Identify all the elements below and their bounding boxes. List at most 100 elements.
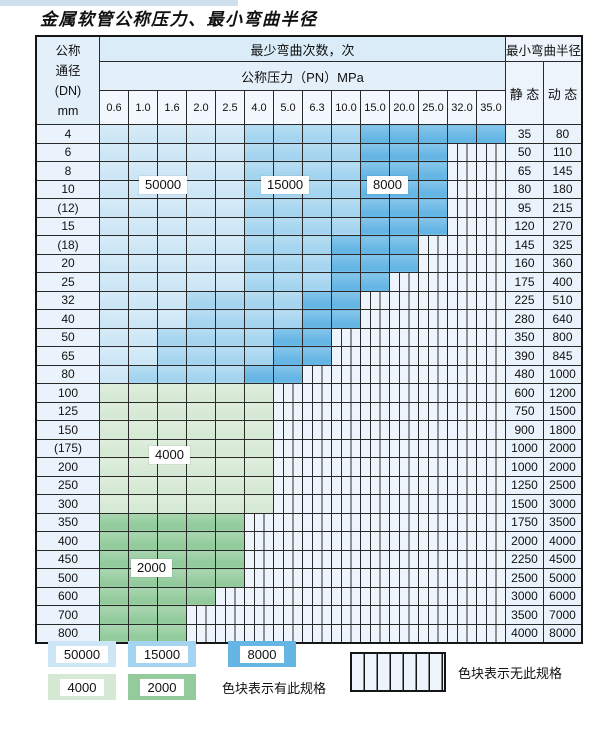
spec-cell	[418, 216, 448, 236]
no-spec-cell	[389, 623, 419, 644]
no-spec-cell	[447, 253, 477, 273]
dynamic-value-cell: 1000	[543, 364, 583, 384]
zone-label: 4000	[149, 446, 190, 464]
spec-cell	[360, 272, 390, 292]
spec-cell	[128, 383, 158, 403]
spec-cell	[186, 161, 216, 181]
dn-cell: 125	[35, 401, 100, 421]
no-spec-cell	[215, 586, 245, 606]
legend-block: 4000	[48, 674, 116, 700]
zone-label: 15000	[261, 176, 310, 194]
spec-cell	[99, 438, 129, 458]
no-spec-cell	[418, 623, 448, 644]
dynamic-value-cell: 360	[543, 253, 583, 273]
spec-cell	[215, 420, 245, 440]
spec-cell	[389, 161, 419, 181]
spec-cell	[244, 216, 274, 236]
no-spec-cell	[447, 475, 477, 495]
spec-cell	[215, 290, 245, 310]
no-spec-cell	[476, 438, 506, 458]
spec-cell	[360, 216, 390, 236]
dynamic-value-cell: 1200	[543, 383, 583, 403]
spec-cell	[128, 420, 158, 440]
spec-cell	[128, 142, 158, 162]
dynamic-value-cell: 2000	[543, 457, 583, 477]
no-spec-cell	[273, 605, 303, 625]
no-spec-cell	[447, 346, 477, 366]
no-spec-cell	[476, 272, 506, 292]
spec-cell	[215, 309, 245, 329]
dn-cell: 32	[35, 290, 100, 310]
spec-cell	[215, 531, 245, 551]
table-row: 50 350 800	[35, 327, 583, 347]
dn-cell: 50	[35, 327, 100, 347]
page-title: 金属软管公称压力、最小弯曲半径	[40, 10, 318, 30]
spec-cell	[331, 179, 361, 199]
table-row: 6 50 110	[35, 142, 583, 162]
spec-cell	[331, 216, 361, 236]
table-row: (12) 95 215	[35, 198, 583, 218]
no-spec-cell	[389, 327, 419, 347]
table-row: 15 120 270	[35, 216, 583, 236]
spec-cell	[128, 586, 158, 606]
corner-line: mm	[57, 103, 79, 118]
no-spec-cell	[476, 494, 506, 514]
static-value-cell: 160	[505, 253, 544, 273]
spec-cell	[99, 179, 129, 199]
spec-cell	[273, 216, 303, 236]
pressure-column-header: 32.0	[447, 90, 477, 125]
spec-cell	[273, 124, 303, 144]
legend-label: 4000	[59, 678, 105, 696]
spec-cell	[186, 327, 216, 347]
no-spec-cell	[244, 512, 274, 532]
no-spec-cell	[389, 401, 419, 421]
spec-cell	[273, 253, 303, 273]
spec-cell	[418, 161, 448, 181]
spec-cell	[99, 605, 129, 625]
spec-cell	[186, 586, 216, 606]
no-spec-cell	[476, 198, 506, 218]
spec-cell	[157, 124, 187, 144]
spec-cell	[418, 179, 448, 199]
static-value-cell: 35	[505, 124, 544, 144]
spec-cell	[186, 198, 216, 218]
no-spec-cell	[447, 438, 477, 458]
spec-cell	[99, 512, 129, 532]
spec-cell	[99, 383, 129, 403]
spec-cell	[186, 235, 216, 255]
spec-cell	[157, 198, 187, 218]
no-spec-cell	[244, 586, 274, 606]
spec-cell	[99, 401, 129, 421]
spec-cell	[215, 364, 245, 384]
no-spec-cell	[302, 364, 332, 384]
legend-label: 8000	[239, 645, 285, 663]
no-spec-cell	[418, 586, 448, 606]
dynamic-value-cell: 3000	[543, 494, 583, 514]
no-spec-cell	[360, 568, 390, 588]
spec-cell	[128, 327, 158, 347]
pressure-column-header: 10.0	[331, 90, 361, 125]
legend-label: 2000	[139, 678, 185, 696]
spec-cell	[244, 364, 274, 384]
static-value-cell: 1750	[505, 512, 544, 532]
no-spec-cell	[418, 494, 448, 514]
spec-cell	[215, 142, 245, 162]
no-spec-cell	[447, 235, 477, 255]
dn-cell: 500	[35, 568, 100, 588]
dn-cell: 450	[35, 549, 100, 569]
dn-cell: (175)	[35, 438, 100, 458]
no-spec-cell	[360, 549, 390, 569]
zone-label: 50000	[139, 176, 188, 194]
dn-cell: 4	[35, 124, 100, 144]
no-spec-cell	[273, 457, 303, 477]
no-spec-cell	[331, 512, 361, 532]
no-spec-cell	[476, 364, 506, 384]
spec-cell	[99, 549, 129, 569]
spec-cell	[244, 346, 274, 366]
spec-cell	[99, 161, 129, 181]
spec-cell	[157, 364, 187, 384]
static-value-cell: 2250	[505, 549, 544, 569]
no-spec-cell	[447, 494, 477, 514]
no-spec-cell	[476, 161, 506, 181]
